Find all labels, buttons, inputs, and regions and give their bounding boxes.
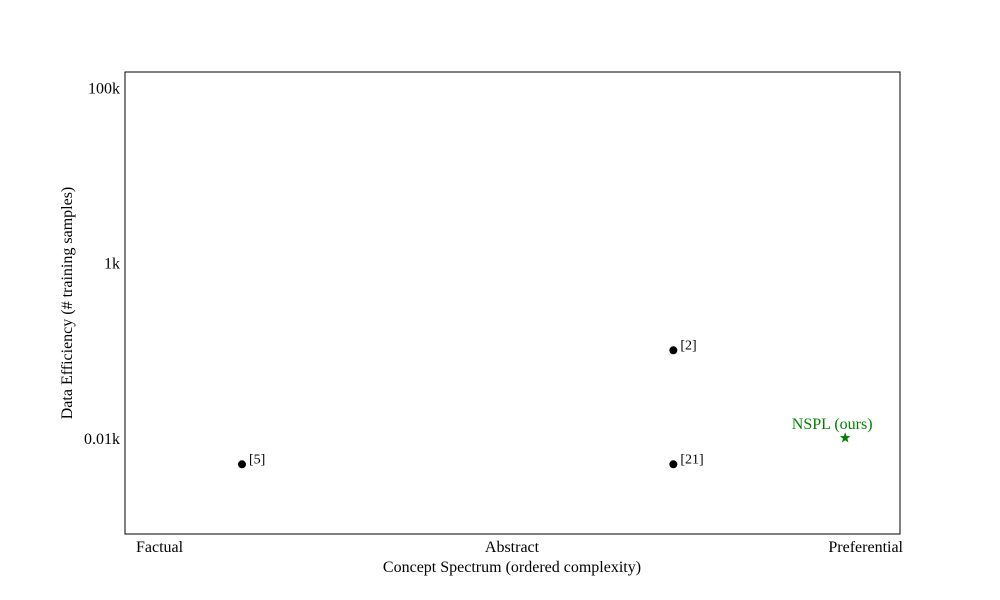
x-tick-label: Preferential — [828, 539, 903, 556]
y-axis-ticks: 0.01k 1k 100k — [84, 80, 120, 447]
y-axis-title: Data Efficiency (# training samples) — [59, 187, 76, 420]
x-axis-ticks: Factual Abstract Preferential — [136, 539, 904, 556]
data-point-label: NSPL (ours) — [792, 416, 873, 433]
x-tick-label: Factual — [136, 539, 184, 556]
data-point-star — [839, 432, 851, 443]
data-point-label: [2] — [680, 338, 696, 353]
data-point-label: [5] — [249, 452, 265, 467]
y-tick-label: 100k — [88, 80, 120, 97]
y-tick-label: 1k — [104, 256, 120, 273]
plot-frame — [124, 71, 901, 535]
data-points: [5] [2] [21] NSPL (ours) — [237, 338, 873, 469]
data-point — [237, 460, 246, 469]
data-point-label: [21] — [680, 452, 703, 467]
data-point — [669, 460, 678, 469]
x-tick-label: Abstract — [485, 539, 540, 556]
y-tick-label: 0.01k — [84, 431, 120, 448]
x-axis-title: Concept Spectrum (ordered complexity) — [383, 559, 641, 576]
data-point — [669, 346, 678, 355]
